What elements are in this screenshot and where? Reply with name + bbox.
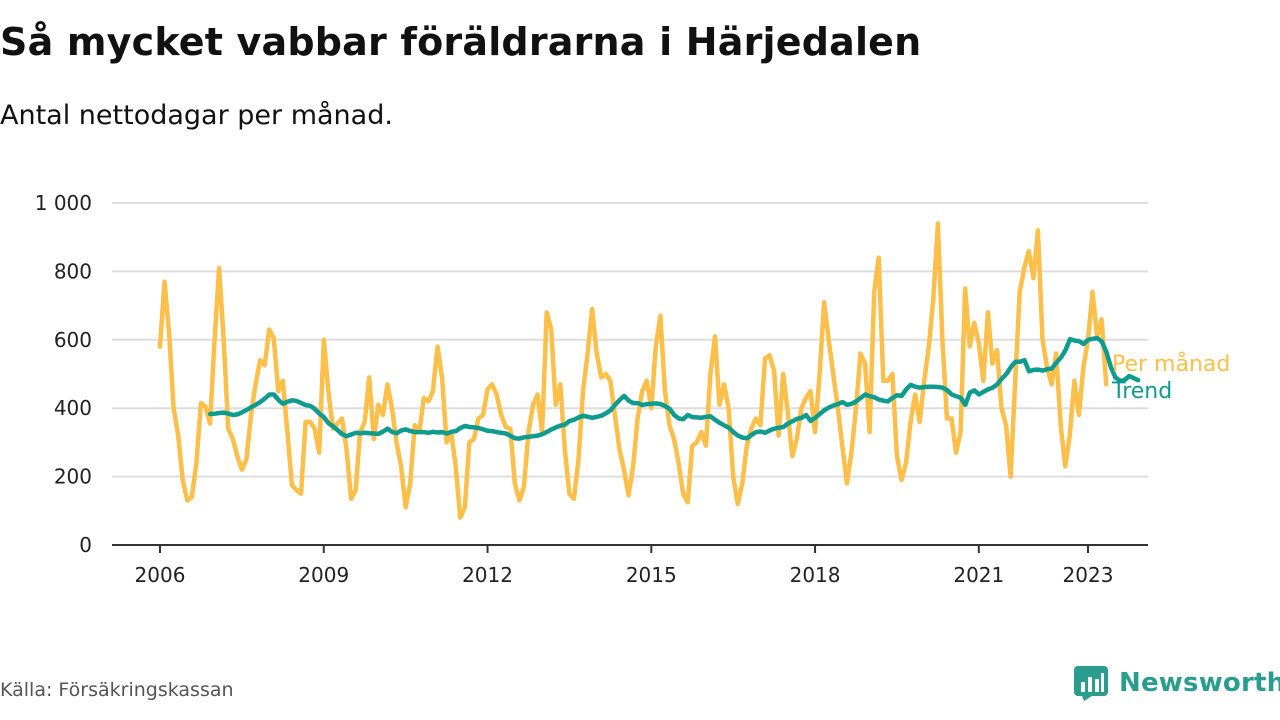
y-tick-label: 400 xyxy=(54,396,92,420)
brand-logo[interactable]: Newsworthy xyxy=(1073,663,1280,703)
x-tick-label: 2015 xyxy=(626,563,677,587)
source-note: Källa: Försäkringskassan xyxy=(0,679,234,701)
y-tick-label: 1 000 xyxy=(35,191,92,215)
x-axis-ticks: 2006 2009 2012 2015 2018 2021 2023 xyxy=(135,545,1114,587)
y-tick-label: 200 xyxy=(54,465,92,489)
chart-title: Så mycket vabbar föräldrarna i Härjedale… xyxy=(0,20,922,64)
x-tick-label: 2018 xyxy=(790,563,841,587)
series xyxy=(157,221,1141,520)
y-tick-label: 0 xyxy=(79,533,92,557)
y-axis-ticks: 0 200 400 600 800 1 000 xyxy=(35,191,92,557)
x-tick-label: 2023 xyxy=(1063,563,1114,587)
brand-name: Newsworthy xyxy=(1119,668,1280,698)
chart-subtitle: Antal nettodagar per månad. xyxy=(0,100,393,131)
y-tick-label: 800 xyxy=(54,259,92,283)
x-tick-label: 2012 xyxy=(462,563,513,587)
legend-trend: Trend xyxy=(1111,379,1172,404)
newsworthy-logo-icon xyxy=(1074,666,1108,701)
y-tick-label: 600 xyxy=(54,328,92,352)
series-line-trend xyxy=(207,335,1141,441)
legend-per-manad: Per månad xyxy=(1112,351,1230,377)
series-line-per-manad xyxy=(157,221,1109,520)
x-tick-label: 2009 xyxy=(298,563,349,587)
x-tick-label: 2021 xyxy=(953,563,1004,587)
x-tick-label: 2006 xyxy=(135,563,186,587)
